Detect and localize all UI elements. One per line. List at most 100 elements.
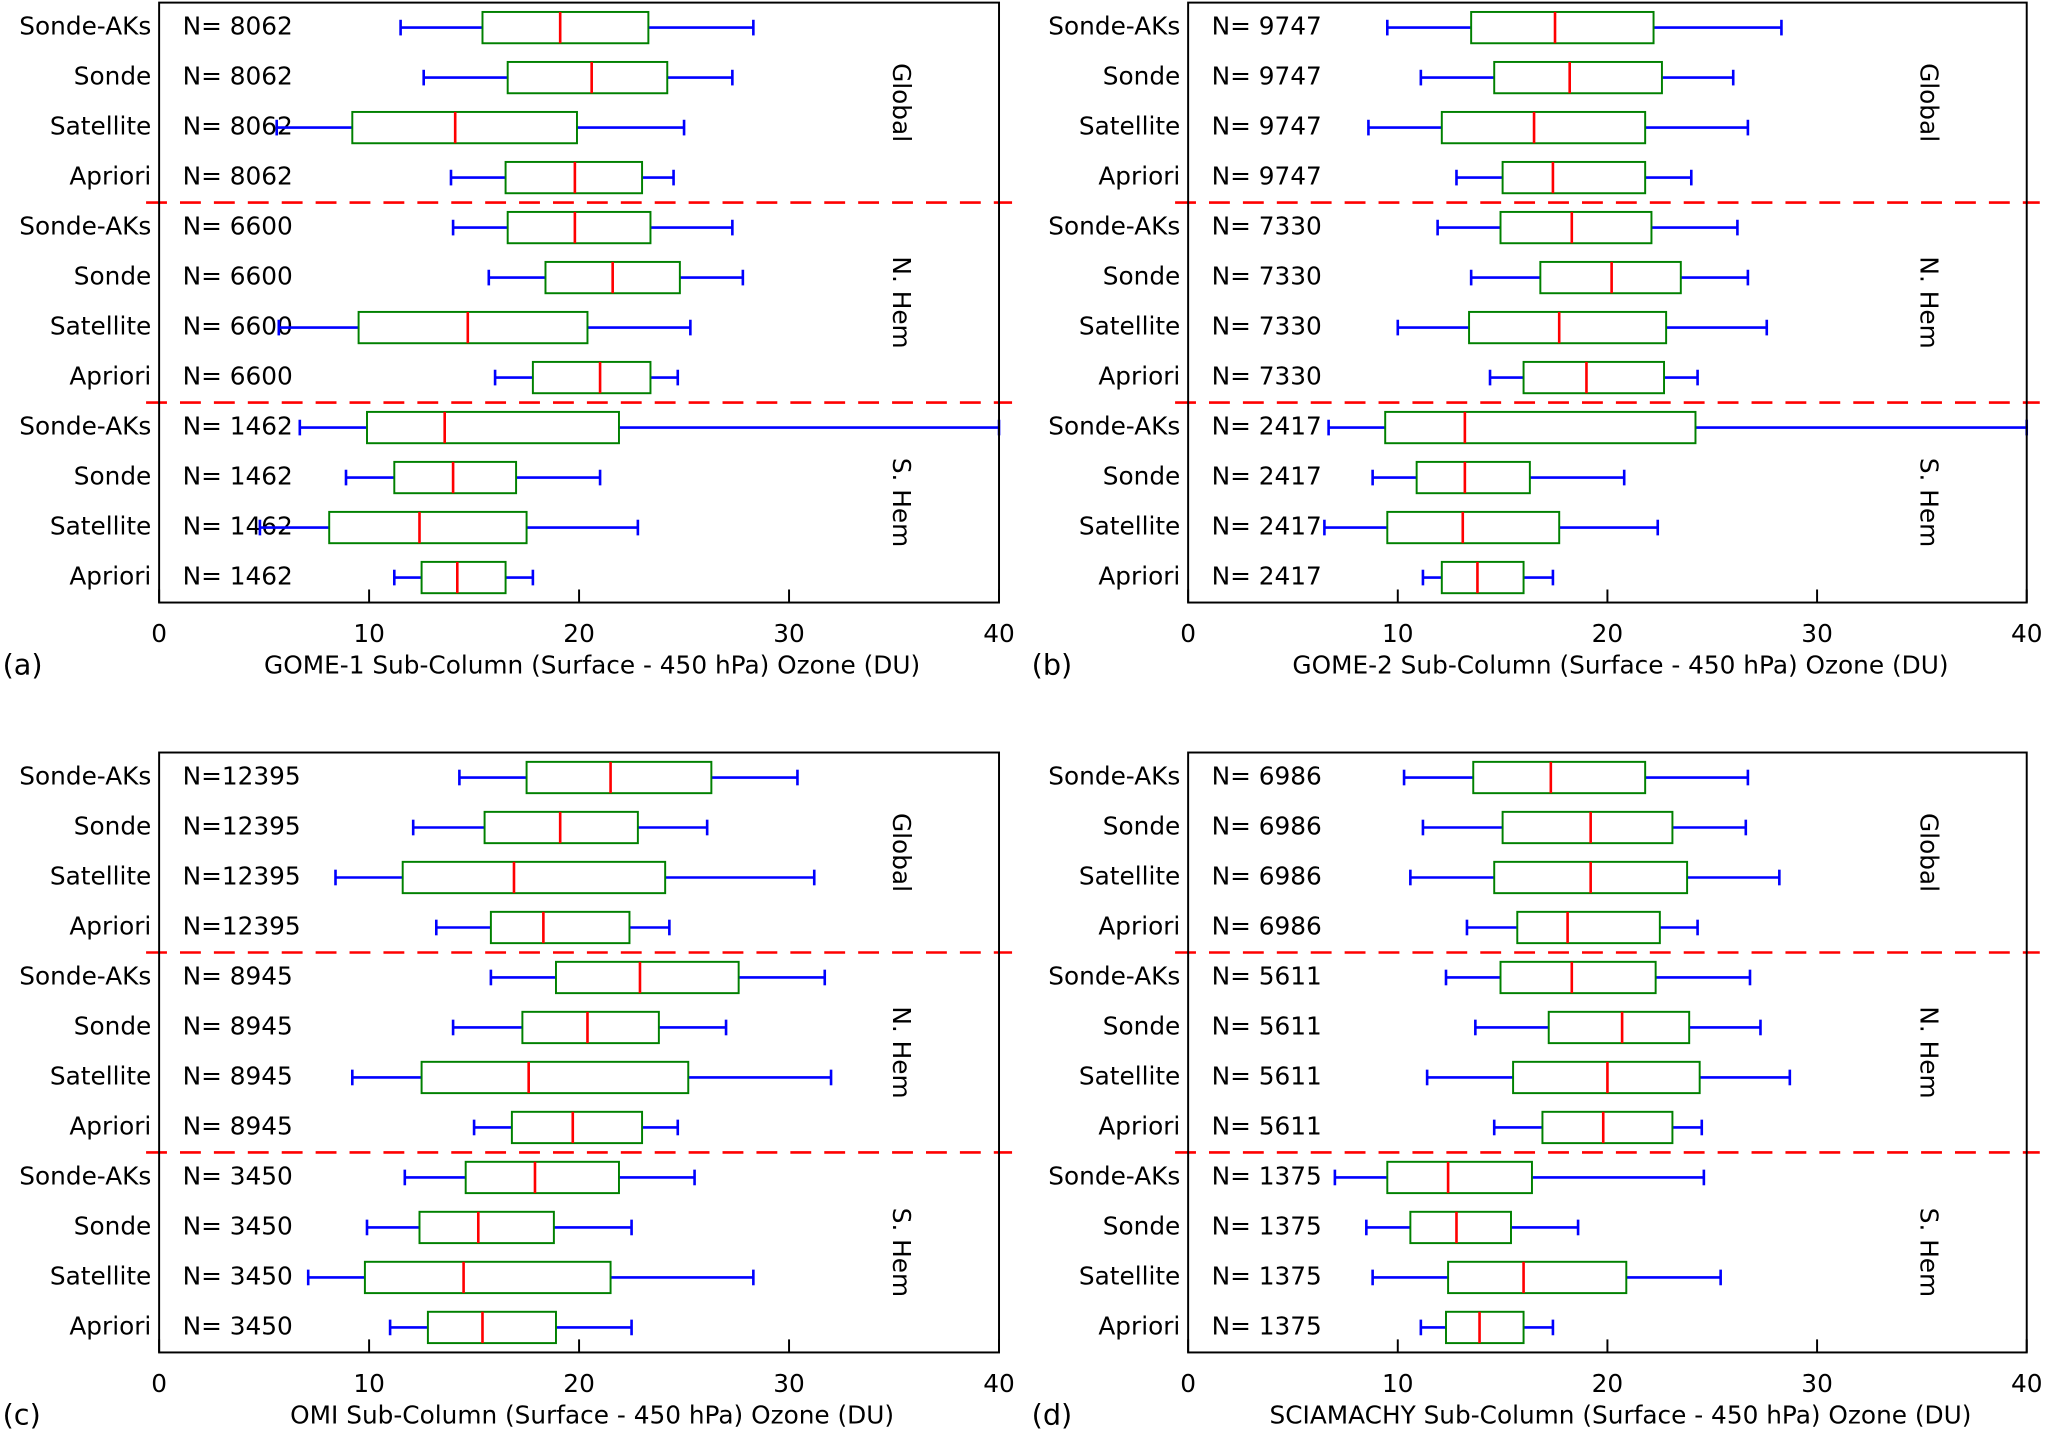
n-label: N=12395	[183, 812, 301, 841]
x-tick-label: 0	[151, 619, 167, 648]
x-axis-title: GOME-2 Sub-Column (Surface - 450 hPa) Oz…	[1292, 650, 1948, 679]
n-label: N= 5611	[1212, 1111, 1322, 1140]
box	[1547, 1010, 1691, 1045]
region-label: Global	[1915, 813, 1944, 892]
category-label: Sonde-AKs	[1048, 212, 1180, 241]
n-label: N= 9747	[1212, 12, 1322, 41]
n-label: N= 2417	[1212, 462, 1322, 491]
box	[1447, 1260, 1628, 1295]
box	[506, 60, 669, 95]
region-label: Global	[887, 813, 916, 892]
box	[426, 1310, 557, 1345]
n-label: N= 7330	[1212, 312, 1322, 341]
region-label: Global	[887, 63, 916, 142]
n-label: N= 5611	[1212, 1061, 1322, 1090]
category-label: Sonde-AKs	[1048, 1161, 1180, 1190]
category-label: Satellite	[1079, 862, 1180, 891]
category-label: Apriori	[1098, 1111, 1180, 1140]
category-label: Sonde-AKs	[19, 961, 151, 990]
x-tick-label: 10	[353, 1369, 385, 1398]
category-label: Sonde-AKs	[1048, 762, 1180, 791]
category-label: Satellite	[50, 112, 151, 141]
n-label: N= 6600	[183, 362, 293, 391]
x-tick-label: 10	[1382, 1369, 1414, 1398]
n-label: N= 9747	[1212, 62, 1322, 91]
box	[506, 210, 652, 245]
panel: Global N. Hem S. Hem Sonde-AKs N=12395 Sonde N…	[3, 751, 1015, 1431]
category-label: Apriori	[1098, 911, 1180, 940]
x-axis-title: OMI Sub-Column (Surface - 450 hPa) Ozone…	[290, 1400, 894, 1429]
category-label: Apriori	[1098, 162, 1180, 191]
panel-label: (b)	[1032, 647, 1073, 681]
box	[1386, 510, 1561, 545]
box	[1472, 760, 1647, 795]
category-label: Apriori	[69, 362, 151, 391]
category-label: Sonde-AKs	[19, 212, 151, 241]
box	[1522, 360, 1666, 395]
n-label: N= 1462	[183, 412, 293, 441]
n-label: N= 1375	[1212, 1161, 1322, 1190]
x-tick-label: 20	[1592, 1369, 1624, 1398]
box	[328, 510, 528, 545]
x-tick-label: 40	[2011, 619, 2043, 648]
region-label: S. Hem	[887, 1208, 916, 1297]
category-label: Satellite	[1079, 512, 1180, 541]
category-label: Sonde-AKs	[1048, 961, 1180, 990]
category-label: Satellite	[50, 512, 151, 541]
box	[1516, 910, 1661, 945]
category-label: Apriori	[1098, 1311, 1180, 1340]
category-label: Sonde	[74, 62, 152, 91]
category-label: Sonde-AKs	[19, 412, 151, 441]
category-label: Sonde	[74, 1211, 152, 1240]
category-label: Sonde	[1103, 1011, 1181, 1040]
category-label: Satellite	[50, 312, 151, 341]
n-label: N= 6600	[183, 212, 293, 241]
n-label: N= 6986	[1212, 762, 1322, 791]
category-label: Satellite	[1079, 312, 1180, 341]
n-label: N= 6600	[183, 312, 293, 341]
box	[1440, 560, 1525, 595]
n-label: N= 7330	[1212, 262, 1322, 291]
x-axis-title: GOME-1 Sub-Column (Surface - 450 hPa) Oz…	[264, 650, 920, 679]
box	[489, 910, 631, 945]
x-tick-label: 20	[1592, 619, 1624, 648]
n-label: N= 1375	[1212, 1261, 1322, 1290]
n-label: N= 8062	[183, 112, 293, 141]
box	[510, 1110, 644, 1145]
x-tick-label: 30	[1801, 619, 1833, 648]
n-label: N= 9747	[1212, 112, 1322, 141]
category-label: Sonde-AKs	[19, 12, 151, 41]
panel-label: (a)	[3, 647, 43, 681]
category-label: Sonde-AKs	[1048, 12, 1180, 41]
n-label: N= 8945	[183, 1111, 293, 1140]
category-label: Sonde	[1103, 1211, 1181, 1240]
x-tick-label: 30	[773, 1369, 805, 1398]
n-label: N= 5611	[1212, 961, 1322, 990]
box	[1384, 410, 1697, 445]
x-axis-title: SCIAMACHY Sub-Column (Surface - 450 hPa)…	[1270, 1400, 1972, 1429]
n-label: N= 6986	[1212, 862, 1322, 891]
n-label: N= 1462	[183, 562, 293, 591]
region-label: Global	[1915, 63, 1944, 142]
x-tick-label: 20	[563, 619, 595, 648]
n-label: N= 1462	[183, 512, 293, 541]
n-label: N= 8945	[183, 1061, 293, 1090]
n-label: N= 3450	[183, 1261, 293, 1290]
n-label: N=12395	[183, 762, 301, 791]
category-label: Sonde	[1103, 62, 1181, 91]
n-label: N=12395	[183, 911, 301, 940]
box	[1440, 110, 1647, 145]
category-label: Satellite	[50, 1061, 151, 1090]
x-tick-label: 10	[353, 619, 385, 648]
category-label: Sonde	[74, 1011, 152, 1040]
box	[1409, 1210, 1512, 1245]
box	[1415, 460, 1531, 495]
box	[1470, 10, 1655, 45]
panel: Global N. Hem S. Hem Sonde-AKs N= 8062 Sonde N…	[3, 1, 1015, 681]
region-label: N. Hem	[887, 256, 916, 348]
n-label: N= 2417	[1212, 512, 1322, 541]
box	[393, 460, 518, 495]
panel-label: (d)	[1032, 1397, 1073, 1431]
box	[481, 10, 650, 45]
category-label: Sonde-AKs	[19, 762, 151, 791]
